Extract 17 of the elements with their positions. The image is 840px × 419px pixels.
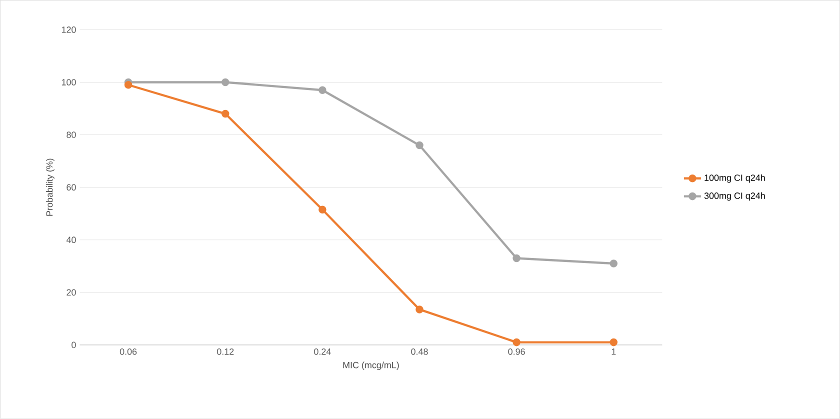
y-tick-label: 120 — [62, 26, 76, 34]
legend-label: 100mg CI q24h — [704, 174, 765, 183]
legend-label: 300mg CI q24h — [704, 192, 765, 201]
x-tick-label: 0.24 — [314, 348, 331, 355]
x-tick-label: 0.48 — [411, 348, 428, 355]
x-tick-label: 0.12 — [216, 348, 234, 355]
y-tick-label: 40 — [66, 236, 76, 244]
y-tick-label: 0 — [72, 342, 76, 348]
y-tick-label: 60 — [66, 184, 76, 191]
y-axis-title: Probability (%) — [46, 158, 54, 216]
x-tick-label: 0.96 — [508, 348, 525, 355]
y-tick-label: 100 — [62, 79, 76, 86]
x-tick-label: 1 — [612, 348, 616, 355]
y-tick-label: 20 — [66, 289, 76, 296]
x-axis-title: MIC (mcg/mL) — [343, 362, 399, 370]
y-tick-label: 80 — [66, 132, 76, 138]
x-tick-label: 0.06 — [120, 348, 137, 355]
